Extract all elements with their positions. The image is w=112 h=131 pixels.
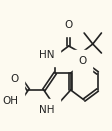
Text: OH: OH — [3, 96, 19, 106]
Text: NH: NH — [39, 105, 54, 115]
Text: HN: HN — [39, 50, 54, 60]
Text: O: O — [11, 74, 19, 84]
Text: O: O — [65, 20, 73, 30]
Text: O: O — [78, 56, 86, 66]
